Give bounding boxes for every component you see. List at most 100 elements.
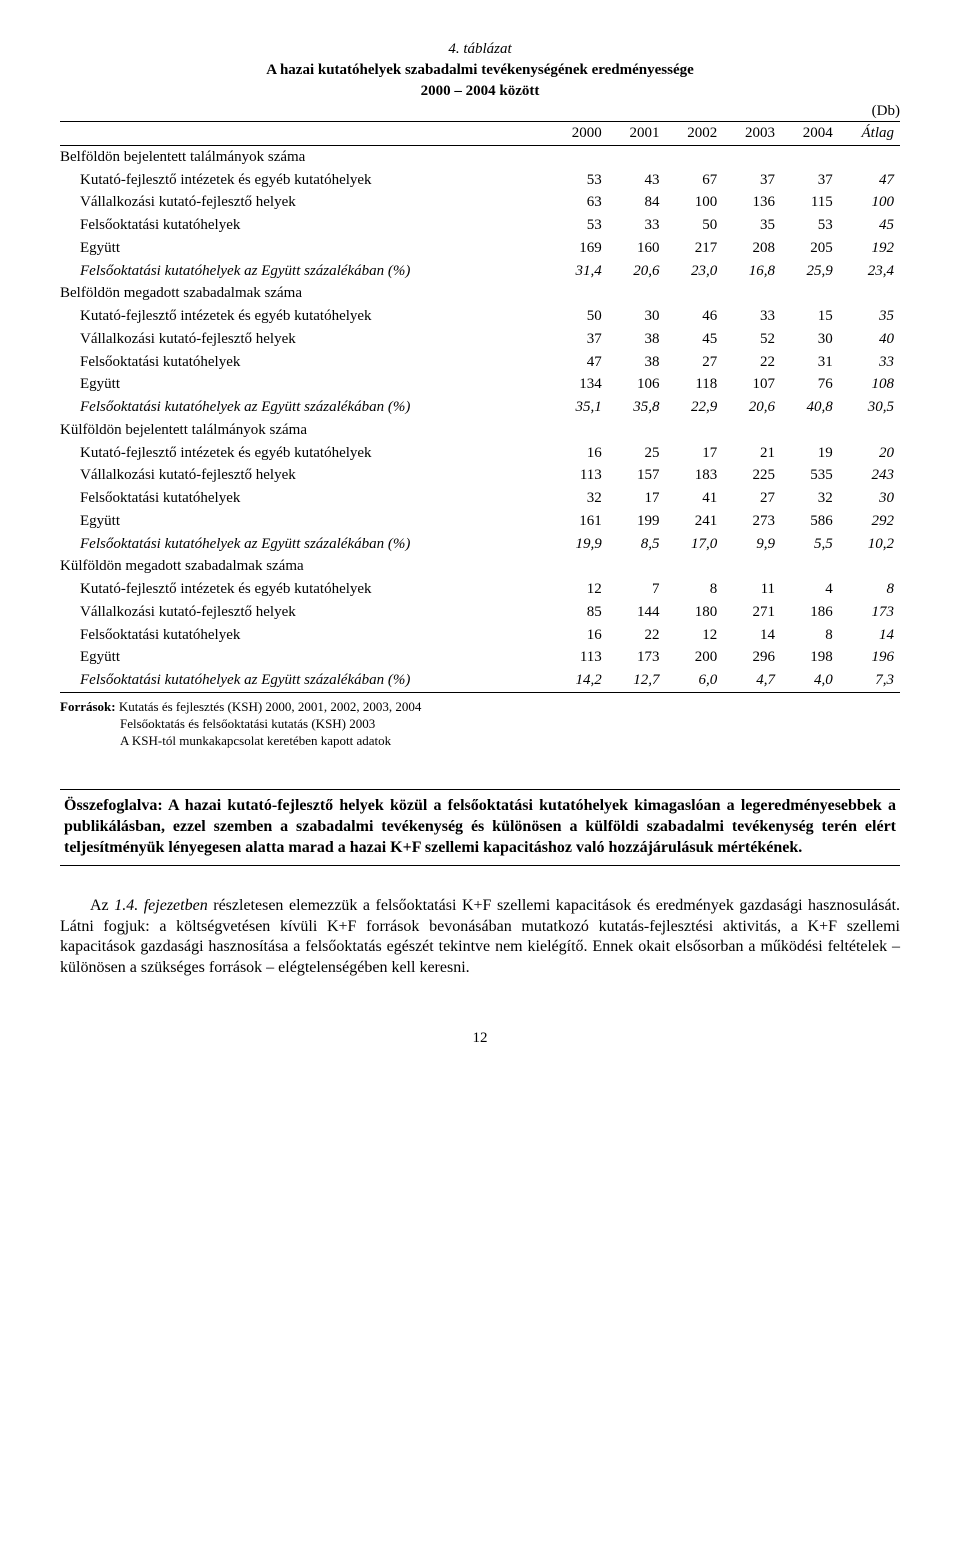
cell-value: 586	[781, 510, 839, 533]
cell-value: 50	[550, 305, 608, 328]
cell-value: 27	[666, 351, 724, 374]
cell-value: 106	[608, 373, 666, 396]
cell-value: 53	[781, 214, 839, 237]
cell-value: 8,5	[608, 533, 666, 556]
row-label: Kutató-fejlesztő intézetek és egyéb kuta…	[60, 169, 550, 192]
cell-value: 33	[608, 214, 666, 237]
cell-value: 4,0	[781, 669, 839, 692]
cell-value: 8	[666, 578, 724, 601]
row-label: Felsőoktatási kutatóhelyek az Együtt szá…	[60, 533, 550, 556]
cell-value: 33	[839, 351, 900, 374]
cell-value: 157	[608, 464, 666, 487]
cell-value: 208	[723, 237, 781, 260]
cell-value: 12	[550, 578, 608, 601]
cell-value: 10,2	[839, 533, 900, 556]
cell-value: 21	[723, 442, 781, 465]
cell-value: 136	[723, 191, 781, 214]
cell-value: 37	[723, 169, 781, 192]
cell-value: 192	[839, 237, 900, 260]
cell-value: 47	[550, 351, 608, 374]
cell-value: 134	[550, 373, 608, 396]
summary-box: Összefoglalva: A hazai kutató-fejlesztő …	[60, 789, 900, 865]
cell-value: 15	[781, 305, 839, 328]
cell-value: 241	[666, 510, 724, 533]
cell-value: 12,7	[608, 669, 666, 692]
cell-value: 161	[550, 510, 608, 533]
cell-value: 180	[666, 601, 724, 624]
cell-value: 30,5	[839, 396, 900, 419]
row-label: Vállalkozási kutató-fejlesztő helyek	[60, 464, 550, 487]
cell-value: 40,8	[781, 396, 839, 419]
cell-value: 17	[666, 442, 724, 465]
col-blank	[60, 122, 550, 146]
cell-value: 7,3	[839, 669, 900, 692]
col-2001: 2001	[608, 122, 666, 146]
cell-value: 85	[550, 601, 608, 624]
cell-value: 20,6	[608, 260, 666, 283]
row-label: Kutató-fejlesztő intézetek és egyéb kuta…	[60, 578, 550, 601]
cell-value: 7	[608, 578, 666, 601]
cell-value: 19	[781, 442, 839, 465]
row-label: Együtt	[60, 237, 550, 260]
row-label: Vállalkozási kutató-fejlesztő helyek	[60, 601, 550, 624]
row-label: Felsőoktatási kutatóhelyek az Együtt szá…	[60, 669, 550, 692]
cell-value: 22	[608, 624, 666, 647]
col-2000: 2000	[550, 122, 608, 146]
cell-value: 53	[550, 214, 608, 237]
cell-value: 38	[608, 351, 666, 374]
cell-value: 17,0	[666, 533, 724, 556]
cell-value: 35	[723, 214, 781, 237]
cell-value: 296	[723, 646, 781, 669]
row-label: Együtt	[60, 646, 550, 669]
cell-value: 25	[608, 442, 666, 465]
row-label: Felsőoktatási kutatóhelyek az Együtt szá…	[60, 260, 550, 283]
cell-value: 183	[666, 464, 724, 487]
cell-value: 205	[781, 237, 839, 260]
para-lead-italic: 1.4. fejezetben	[114, 897, 208, 914]
summary-lead: Összefoglalva:	[64, 797, 168, 814]
cell-value: 20,6	[723, 396, 781, 419]
cell-value: 23,4	[839, 260, 900, 283]
cell-value: 6,0	[666, 669, 724, 692]
cell-value: 41	[666, 487, 724, 510]
page-number: 12	[60, 1029, 900, 1048]
row-label: Vállalkozási kutató-fejlesztő helyek	[60, 191, 550, 214]
row-label: Felsőoktatási kutatóhelyek	[60, 351, 550, 374]
cell-value: 47	[839, 169, 900, 192]
cell-value: 30	[781, 328, 839, 351]
cell-value: 43	[608, 169, 666, 192]
data-table: 2000 2001 2002 2003 2004 Átlag Belföldön…	[60, 121, 900, 693]
cell-value: 12	[666, 624, 724, 647]
cell-value: 173	[839, 601, 900, 624]
cell-value: 16	[550, 442, 608, 465]
col-2003: 2003	[723, 122, 781, 146]
cell-value: 4,7	[723, 669, 781, 692]
cell-value: 37	[781, 169, 839, 192]
cell-value: 31,4	[550, 260, 608, 283]
para-lead-plain: Az	[90, 897, 114, 914]
cell-value: 160	[608, 237, 666, 260]
cell-value: 535	[781, 464, 839, 487]
cell-value: 16	[550, 624, 608, 647]
cell-value: 14	[839, 624, 900, 647]
table-unit: (Db)	[60, 102, 900, 121]
cell-value: 22	[723, 351, 781, 374]
row-label: Vállalkozási kutató-fejlesztő helyek	[60, 328, 550, 351]
cell-value: 40	[839, 328, 900, 351]
cell-value: 115	[781, 191, 839, 214]
row-label: Kutató-fejlesztő intézetek és egyéb kuta…	[60, 442, 550, 465]
cell-value: 35	[839, 305, 900, 328]
cell-value: 100	[666, 191, 724, 214]
row-label: Felsőoktatási kutatóhelyek az Együtt szá…	[60, 396, 550, 419]
sources-line-2: A KSH-tól munkakapcsolat keretében kapot…	[60, 733, 900, 750]
cell-value: 27	[723, 487, 781, 510]
cell-value: 63	[550, 191, 608, 214]
row-label: Felsőoktatási kutatóhelyek	[60, 487, 550, 510]
cell-value: 118	[666, 373, 724, 396]
cell-value: 84	[608, 191, 666, 214]
cell-value: 45	[839, 214, 900, 237]
cell-value: 271	[723, 601, 781, 624]
sources-label: Források:	[60, 699, 116, 714]
cell-value: 14	[723, 624, 781, 647]
cell-value: 100	[839, 191, 900, 214]
